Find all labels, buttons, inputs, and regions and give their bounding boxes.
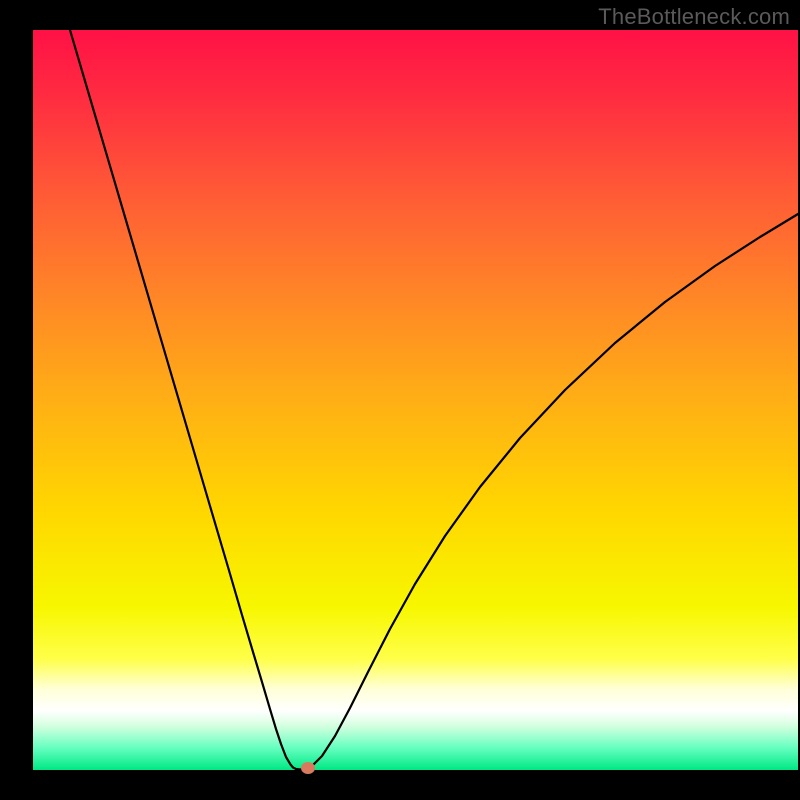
chart-frame: TheBottleneck.com — [0, 0, 800, 800]
watermark-label: TheBottleneck.com — [598, 4, 790, 30]
optimal-point-marker — [301, 762, 315, 774]
plot-background — [33, 30, 798, 770]
chart-border-fill — [0, 30, 33, 770]
chart-border-fill — [0, 770, 800, 800]
